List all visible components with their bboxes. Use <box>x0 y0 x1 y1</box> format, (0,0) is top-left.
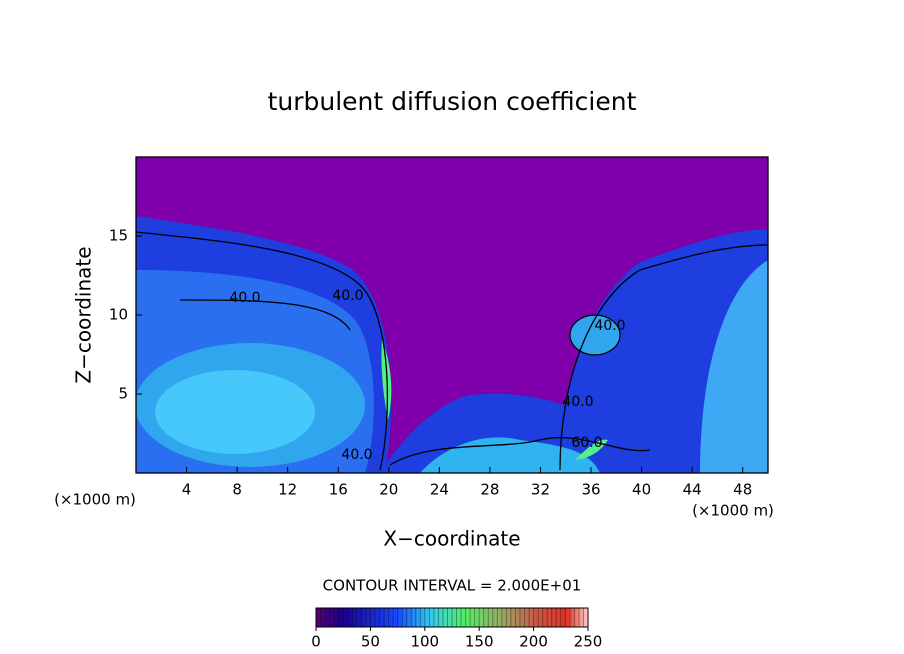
y-axis-label: Z−coordinate <box>72 246 96 383</box>
x-tick-label: 12 <box>278 481 297 499</box>
colorbar-tick-label: 150 <box>465 633 494 651</box>
contour-label: 40.0 <box>341 447 372 463</box>
x-tick-label: 24 <box>430 481 449 499</box>
colorbar <box>315 607 589 628</box>
x-tick-label: 8 <box>232 481 242 499</box>
contour-label: 40.0 <box>332 288 363 304</box>
contour-label: 40.0 <box>594 318 625 334</box>
y-tick-label: 15 <box>109 227 128 245</box>
x-tick-label: 16 <box>329 481 348 499</box>
contour-label: 40.0 <box>229 290 260 306</box>
x-unit: (×1000 m) <box>692 502 774 520</box>
colorbar-tick-label: 50 <box>361 633 380 651</box>
x-axis-label: X−coordinate <box>383 527 520 551</box>
y-tick-label: 10 <box>109 306 128 324</box>
colorbar-tick-label: 200 <box>519 633 548 651</box>
y-tick-label: 5 <box>118 385 128 403</box>
field <box>136 157 768 473</box>
x-tick-label: 36 <box>581 481 600 499</box>
y-unit: (×1000 m) <box>54 491 136 509</box>
x-tick-label: 28 <box>480 481 499 499</box>
x-tick-label: 44 <box>683 481 702 499</box>
chart-title: turbulent diffusion coefficient <box>268 87 637 116</box>
contour-interval: CONTOUR INTERVAL = 2.000E+01 <box>323 577 582 595</box>
x-tick-label: 20 <box>379 481 398 499</box>
x-tick-label: 4 <box>182 481 192 499</box>
colorbar-tick-label: 100 <box>410 633 439 651</box>
x-tick-label: 48 <box>733 481 752 499</box>
contour-label: 40.0 <box>562 394 593 410</box>
colorbar-tick-label: 0 <box>311 633 321 651</box>
colorbar-tick-label: 250 <box>574 633 603 651</box>
x-tick-label: 40 <box>632 481 651 499</box>
contour-label: 60.0 <box>571 435 602 451</box>
x-tick-label: 32 <box>531 481 550 499</box>
